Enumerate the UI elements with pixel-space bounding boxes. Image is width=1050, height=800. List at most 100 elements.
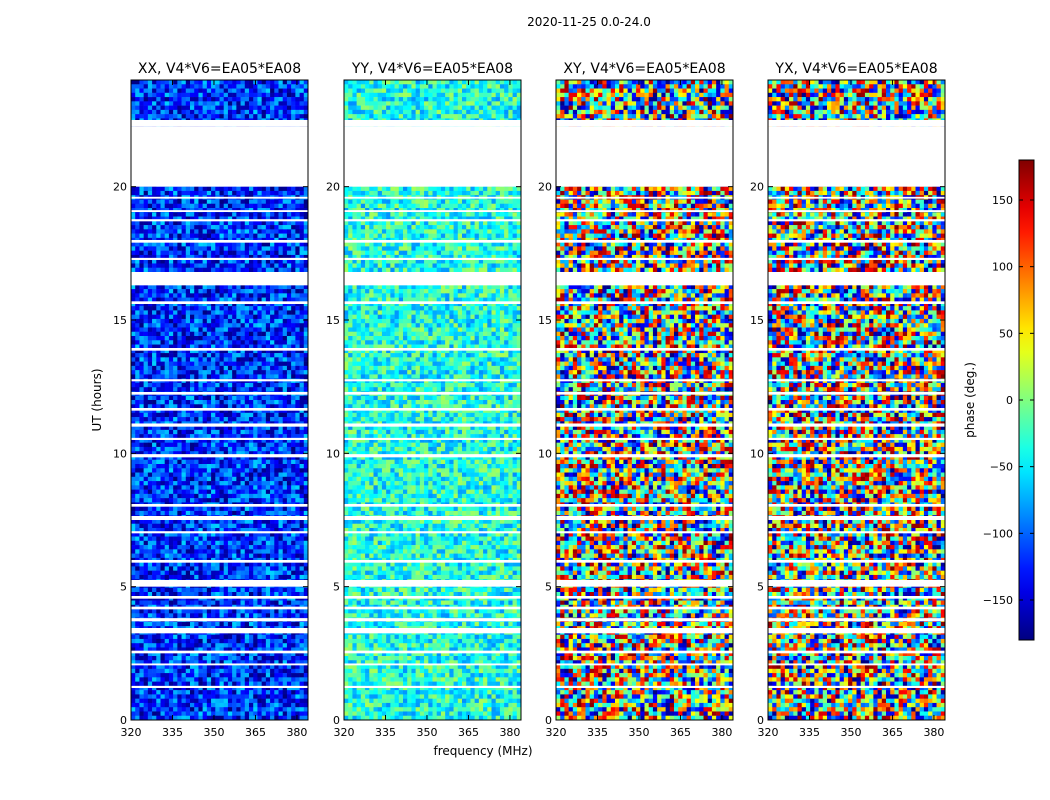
heatmap-cell (190, 186, 195, 192)
heatmap-cell (303, 267, 309, 273)
heatmap-cell (156, 246, 161, 251)
heatmap-cell (215, 220, 220, 226)
heatmap-cell (211, 293, 216, 298)
heatmap-cell (291, 510, 296, 516)
heatmap-cell (156, 314, 161, 320)
heatmap-cell (244, 566, 250, 571)
heatmap-cell (135, 84, 140, 89)
heatmap-cell (215, 88, 220, 94)
heatmap-cell (143, 306, 149, 311)
heatmap-cell (291, 489, 296, 495)
heatmap-cell (223, 323, 229, 328)
heatmap-cell (143, 242, 149, 247)
heatmap-cell (181, 340, 187, 345)
heatmap-cell (135, 528, 140, 533)
heatmap-cell (240, 451, 246, 456)
heatmap-cell (173, 451, 178, 456)
heatmap-cell (219, 442, 225, 448)
heatmap-cell (156, 225, 161, 230)
heatmap-cell (131, 408, 136, 414)
heatmap-cell (135, 365, 140, 371)
heatmap-cell (286, 485, 292, 490)
heatmap-cell (270, 442, 275, 448)
heatmap-cell (181, 80, 187, 85)
heatmap-cell (303, 562, 309, 567)
heatmap-cell (164, 190, 170, 196)
heatmap-cell (223, 289, 229, 294)
heatmap-cell (215, 331, 220, 337)
heatmap-cell (282, 114, 288, 119)
heatmap-cell (295, 464, 300, 469)
heatmap-cell (173, 92, 178, 98)
heatmap-cell (202, 553, 208, 559)
heatmap-cell (295, 199, 300, 205)
heatmap-cell (274, 323, 279, 328)
heatmap-cell (164, 510, 170, 516)
heatmap-cell (152, 220, 157, 226)
heatmap-cell (160, 284, 166, 290)
heatmap-cell (194, 485, 199, 490)
heatmap-cell (227, 318, 233, 324)
heatmap-cell (249, 481, 254, 486)
heatmap-cell (261, 289, 267, 294)
heatmap-cell (135, 476, 140, 482)
heatmap-cell (135, 429, 140, 435)
heatmap-cell (274, 220, 279, 226)
heatmap-cell (202, 216, 208, 222)
heatmap-cell (185, 382, 191, 388)
heatmap-cell (291, 233, 296, 239)
heatmap-cell (198, 101, 203, 106)
heatmap-cell (274, 267, 279, 273)
heatmap-cell (139, 336, 144, 341)
heatmap-cell (232, 293, 237, 298)
heatmap-cell (253, 289, 258, 294)
heatmap-cell (211, 382, 216, 388)
heatmap-cell (240, 434, 246, 439)
heatmap-cell (286, 318, 292, 324)
heatmap-cell (143, 370, 149, 375)
heatmap-cell (265, 408, 271, 414)
heatmap-cell (282, 357, 288, 362)
heatmap-cell (265, 523, 271, 529)
heatmap-cell (135, 562, 140, 567)
heatmap-cell (257, 323, 262, 328)
heatmap-cell (173, 382, 178, 388)
heatmap-cell (299, 536, 305, 542)
heatmap-cell (198, 404, 203, 409)
heatmap-cell (194, 109, 199, 115)
heatmap-cell (303, 323, 309, 328)
heatmap-cell (215, 301, 220, 307)
heatmap-cell (227, 361, 233, 367)
heatmap-cell (236, 553, 241, 559)
heatmap-cell (278, 468, 284, 473)
heatmap-cell (303, 97, 309, 102)
heatmap-cell (249, 553, 254, 559)
heatmap-cell (240, 498, 246, 503)
heatmap-cell (211, 203, 216, 209)
heatmap-cell (232, 472, 237, 478)
heatmap-cell (265, 101, 271, 106)
heatmap-cell (236, 540, 241, 546)
heatmap-cell (274, 301, 279, 307)
heatmap-cell (164, 310, 170, 315)
heatmap-cell (190, 468, 195, 473)
heatmap-cell (295, 485, 300, 490)
heatmap-cell (274, 370, 279, 375)
heatmap-cell (282, 242, 288, 247)
heatmap-cell (177, 229, 182, 234)
heatmap-cell (303, 225, 309, 230)
heatmap-cell (240, 417, 246, 422)
heatmap-cell (173, 459, 178, 465)
heatmap-cell (278, 323, 284, 328)
heatmap-cell (282, 97, 288, 102)
heatmap-cell (278, 327, 284, 333)
heatmap-cell (303, 566, 309, 571)
heatmap-cell (160, 80, 166, 85)
heatmap-cell (194, 301, 199, 307)
heatmap-cell (211, 361, 216, 367)
heatmap-cell (244, 506, 250, 512)
heatmap-cell (202, 229, 208, 234)
heatmap-cell (236, 220, 241, 226)
heatmap-cell (223, 327, 229, 333)
heatmap-cell (299, 489, 305, 495)
